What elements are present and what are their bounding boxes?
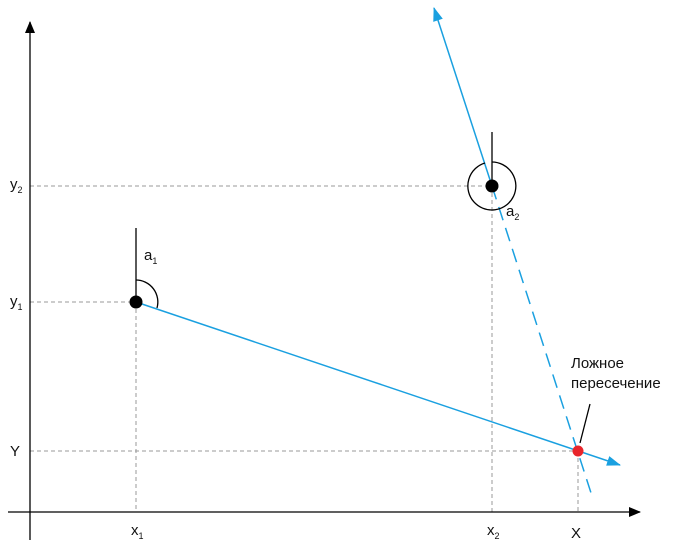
x-tick-x1: x1 [131,522,144,541]
y-tick-y2: y2 [10,176,23,195]
axes [8,21,641,540]
angle-label-a2: a2 [506,203,519,222]
angle-arc-a2 [467,161,517,211]
angle-arc-a1 [135,279,159,309]
x-tick-labels: x1 x2 X [131,522,581,542]
false-intersection-point [572,445,584,457]
y-tick-y1: y1 [10,293,23,312]
guide-lines [30,185,579,512]
y-tick-Y: Y [10,443,20,460]
bearing-line-2-dashed [491,185,593,497]
angle-arcs [135,161,517,309]
annotation-label-line1: Ложное [571,355,624,372]
station-point-1 [129,295,143,309]
bearing-lines [135,7,621,497]
north-references [135,132,493,302]
bearing-line-2-solid [433,7,493,187]
bearing-line-1 [135,301,621,466]
x-tick-X: X [571,525,581,542]
angle-label-a1: a1 [144,247,157,266]
x-tick-x2: x2 [487,522,500,541]
station-point-2 [485,179,499,193]
annotation-pointer [579,403,591,444]
y-tick-labels: y2 y1 Y [10,176,23,460]
annotation-label-line2: пересечение [571,375,661,392]
